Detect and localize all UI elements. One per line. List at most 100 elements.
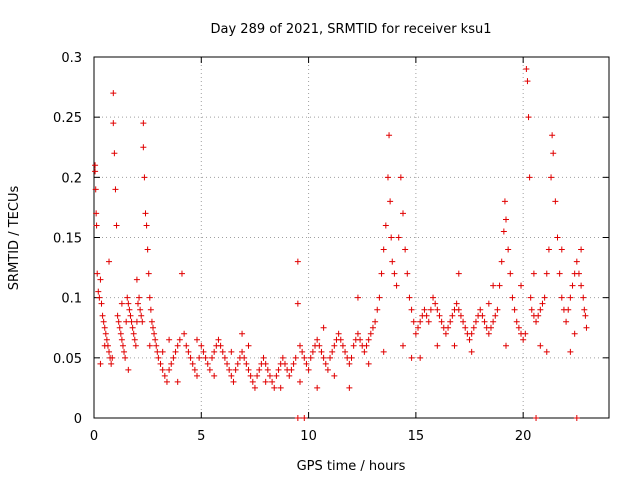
data-point — [412, 330, 419, 337]
data-point — [316, 342, 323, 349]
data-point — [527, 294, 534, 301]
data-point — [141, 174, 148, 181]
data-point — [146, 342, 153, 349]
y-tick-label: 0.15 — [53, 232, 82, 247]
data-point — [146, 294, 153, 301]
data-point — [492, 312, 499, 319]
data-point — [354, 330, 361, 337]
data-point — [92, 168, 99, 175]
data-point — [163, 378, 170, 385]
data-point — [525, 114, 532, 121]
y-tick-label: 0.1 — [61, 292, 82, 307]
data-point — [102, 330, 109, 337]
data-point — [189, 360, 196, 367]
data-point — [393, 282, 400, 289]
data-point — [145, 270, 152, 277]
data-point — [178, 270, 185, 277]
data-point — [96, 294, 103, 301]
data-point — [468, 348, 475, 355]
data-point — [153, 342, 160, 349]
data-point — [400, 210, 406, 217]
data-point — [314, 336, 321, 343]
data-point — [97, 276, 104, 283]
data-point — [513, 318, 520, 325]
data-point — [286, 372, 293, 379]
data-point — [408, 306, 415, 313]
data-point — [522, 330, 529, 337]
data-point — [365, 360, 372, 367]
data-point — [297, 378, 303, 385]
data-point — [583, 324, 590, 331]
data-point — [543, 270, 550, 277]
data-point — [329, 348, 336, 355]
data-point — [142, 210, 149, 217]
data-point — [269, 378, 276, 385]
data-point — [166, 336, 173, 343]
data-point — [357, 336, 364, 343]
data-points — [92, 66, 590, 421]
data-point — [363, 342, 370, 349]
data-point — [138, 312, 145, 319]
data-point — [500, 228, 507, 235]
data-point — [279, 354, 286, 361]
data-point — [462, 324, 469, 331]
data-point — [273, 372, 280, 379]
data-point — [110, 120, 117, 127]
data-point — [455, 306, 462, 313]
data-point — [549, 132, 556, 139]
data-point — [391, 270, 398, 277]
data-point — [331, 372, 338, 379]
data-point — [400, 342, 406, 349]
x-tick-label: 15 — [408, 429, 425, 444]
data-point — [466, 336, 473, 343]
data-point — [563, 318, 570, 325]
data-point — [526, 174, 533, 181]
data-point — [266, 372, 273, 379]
data-point — [275, 366, 282, 373]
data-point — [185, 348, 192, 355]
data-point — [118, 300, 125, 307]
data-point — [565, 306, 572, 313]
data-point — [140, 120, 147, 127]
data-point — [129, 324, 136, 331]
data-point — [498, 258, 505, 265]
data-point — [99, 312, 106, 319]
data-point — [209, 354, 216, 361]
x-tick-label: 20 — [515, 429, 532, 444]
data-point — [124, 294, 131, 301]
data-point — [112, 186, 119, 193]
data-point — [533, 318, 540, 325]
data-point — [230, 378, 237, 385]
data-point — [442, 330, 449, 337]
data-point — [110, 90, 117, 97]
data-point — [152, 336, 159, 343]
data-point — [505, 246, 512, 253]
data-point — [200, 348, 207, 355]
data-point — [384, 174, 391, 181]
data-point — [320, 324, 327, 331]
data-point — [196, 354, 203, 361]
data-point — [100, 318, 107, 325]
data-point — [239, 348, 246, 355]
data-point — [388, 234, 395, 241]
data-point — [449, 312, 456, 319]
data-point — [535, 312, 542, 319]
data-point — [515, 324, 522, 331]
data-point — [417, 318, 424, 325]
data-point — [166, 366, 173, 373]
data-point — [369, 324, 376, 331]
data-point — [537, 342, 544, 349]
data-point — [172, 348, 179, 355]
x-tick-label: 10 — [300, 429, 317, 444]
data-point — [198, 342, 205, 349]
data-point — [520, 336, 527, 343]
data-point — [472, 318, 479, 325]
data-point — [93, 222, 100, 229]
data-point — [354, 294, 361, 301]
data-point — [116, 324, 123, 331]
data-point — [523, 66, 530, 73]
data-point — [496, 282, 503, 289]
x-axis-label: GPS time / hours — [297, 459, 406, 474]
data-point — [558, 246, 565, 253]
